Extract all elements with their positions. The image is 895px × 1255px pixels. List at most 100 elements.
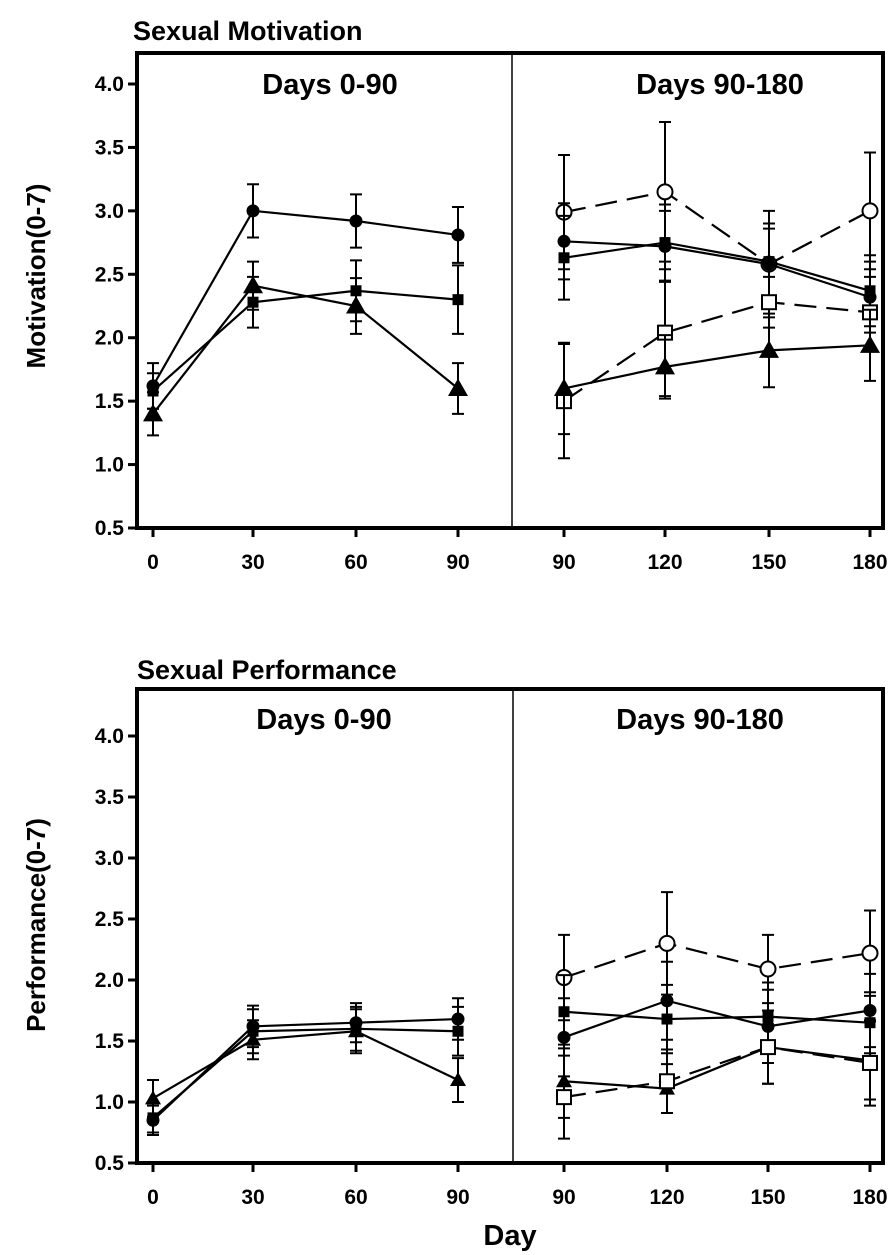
series-line	[563, 344, 871, 390]
data-point	[448, 378, 468, 396]
data-point	[245, 1031, 261, 1046]
data-point	[246, 204, 260, 218]
performance-y-axis-label: Performance(0-7)	[21, 818, 51, 1032]
y-tick-label: 0.5	[95, 1152, 125, 1175]
data-point	[862, 1054, 878, 1071]
motivation-plot-frame	[135, 51, 885, 530]
data-point	[147, 1112, 159, 1124]
series-line	[563, 240, 871, 299]
y-tick-label: 4.0	[95, 725, 124, 748]
data-point	[554, 378, 574, 396]
x-tick-label: 30	[241, 1186, 264, 1209]
motivation-region-title-1: Days 0-90	[262, 69, 397, 101]
y-tick-label: 3.0	[95, 847, 124, 870]
y-tick-label: 2.5	[95, 908, 125, 931]
x-axis-label: Day	[483, 1220, 536, 1252]
data-point	[143, 403, 163, 422]
x-tick-label: 0	[147, 1186, 159, 1209]
data-point	[451, 228, 465, 242]
series-line	[152, 1017, 459, 1122]
data-point	[147, 385, 159, 397]
data-point	[452, 1025, 464, 1037]
data-point	[861, 944, 879, 962]
y-tick-label: 1.0	[95, 454, 124, 477]
x-tick-label: 180	[852, 551, 887, 574]
performance-panel: Sexual Performance Days 0-90 Days 90-180…	[21, 655, 888, 1209]
data-point	[659, 1073, 675, 1090]
x-tick-label: 120	[649, 1186, 684, 1209]
performance-title: Sexual Performance	[137, 655, 397, 685]
data-point	[450, 1072, 466, 1087]
series-line	[563, 301, 871, 403]
series-line	[563, 190, 871, 266]
series-line	[152, 209, 459, 387]
data-point	[761, 294, 777, 311]
x-tick-label: 180	[852, 1186, 887, 1209]
data-point	[346, 296, 366, 314]
y-tick-label: 4.0	[95, 73, 124, 96]
data-point	[863, 1004, 877, 1017]
data-point	[861, 202, 879, 220]
motivation-data	[143, 121, 880, 460]
y-tick-label: 2.5	[95, 263, 125, 286]
series-line	[563, 942, 871, 979]
x-tick-label: 90	[446, 551, 469, 574]
x-tick-label: 90	[552, 1186, 575, 1209]
series-line	[563, 1010, 871, 1024]
motivation-ticks: 0.5 1.0 1.5 2.0 2.5 3.0 3.5 4.0 0 30 60 90 90 120 150 1…	[95, 73, 888, 574]
y-tick-label: 0.5	[95, 517, 125, 540]
data-point	[655, 356, 675, 375]
y-tick-label: 3.0	[95, 200, 124, 223]
x-tick-label: 30	[241, 551, 264, 574]
data-point	[452, 294, 464, 306]
x-tick-label: 150	[750, 1186, 785, 1209]
data-point	[349, 214, 363, 228]
series-line	[563, 1045, 871, 1099]
performance-region-title-1: Days 0-90	[256, 704, 391, 736]
y-tick-label: 1.5	[95, 390, 125, 413]
performance-ticks: 0.5 1.0 1.5 2.0 2.5 3.0 3.5 4.0 0 30 60 90 90 120 150 1…	[95, 725, 888, 1209]
series-line	[152, 1027, 459, 1119]
data-point	[658, 934, 676, 952]
data-point	[760, 1039, 776, 1056]
y-tick-label: 3.5	[95, 786, 125, 809]
data-point	[759, 960, 777, 978]
y-tick-label: 1.5	[95, 1030, 125, 1053]
y-tick-label: 2.0	[95, 327, 124, 350]
x-tick-label: 0	[147, 551, 159, 574]
x-tick-label: 60	[344, 551, 367, 574]
series-line	[563, 241, 871, 292]
data-point	[348, 1023, 364, 1038]
performance-plot-frame	[135, 687, 885, 1165]
motivation-y-axis-label: Motivation(0-7)	[21, 184, 51, 369]
x-tick-label: 150	[751, 551, 786, 574]
x-tick-label: 90	[446, 1186, 469, 1209]
motivation-title: Sexual Motivation	[133, 16, 363, 46]
data-point	[763, 256, 775, 268]
y-tick-label: 3.5	[95, 136, 125, 159]
data-point	[243, 275, 263, 294]
y-tick-label: 1.0	[95, 1091, 124, 1114]
data-point	[556, 1089, 572, 1106]
data-point	[558, 252, 570, 264]
x-tick-label: 60	[344, 1186, 367, 1209]
series-line	[563, 999, 871, 1039]
series-line	[152, 284, 459, 415]
motivation-region-title-2: Days 90-180	[636, 69, 804, 101]
motivation-panel: Sexual Motivation Days 0-90 Days 90-180 …	[21, 16, 888, 574]
data-point	[660, 994, 674, 1008]
performance-region-title-2: Days 90-180	[616, 704, 784, 736]
data-point	[557, 1030, 571, 1044]
series-line	[563, 1045, 871, 1090]
x-tick-label: 120	[647, 551, 682, 574]
data-point	[145, 1090, 161, 1105]
data-point	[659, 237, 671, 249]
data-point	[656, 183, 674, 201]
series-line	[152, 1030, 459, 1100]
data-point	[860, 335, 880, 353]
performance-data	[145, 891, 879, 1140]
data-point	[759, 340, 779, 358]
y-tick-label: 2.0	[95, 969, 124, 992]
x-tick-label: 90	[552, 551, 575, 574]
